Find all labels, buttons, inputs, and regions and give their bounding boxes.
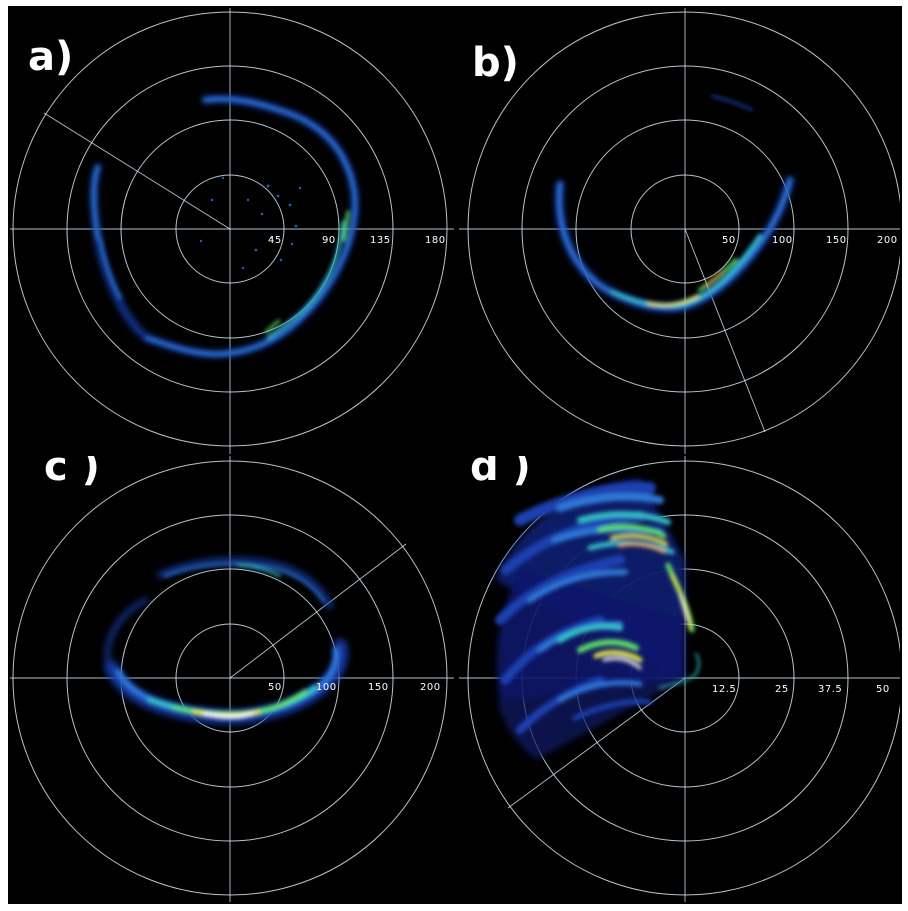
polar-grid-a <box>10 8 454 454</box>
sonar-echo-b <box>555 94 794 312</box>
ring-label-d-4: 50 <box>876 684 890 695</box>
polar-grid-b <box>459 8 900 454</box>
polar-grid-c <box>10 456 454 902</box>
panel-a: 45 90 135 180 a) <box>10 8 454 454</box>
bearing-line-c <box>229 543 407 679</box>
ring-label-b-2: 100 <box>772 235 793 246</box>
panel-b: 50 100 150 200 b) <box>459 8 900 454</box>
ring-label-c-2: 100 <box>316 682 337 693</box>
ring-label-a-3: 135 <box>370 235 391 246</box>
panel-c: 50 100 150 200 c ) <box>10 444 454 902</box>
ring-label-d-3: 37.5 <box>818 684 842 695</box>
ring-label-a-2: 90 <box>322 235 336 246</box>
panel-label-d: d ) <box>470 444 531 490</box>
bearing-line-b <box>684 228 766 433</box>
ring-label-d-2: 25 <box>775 684 789 695</box>
panel-label-c: c ) <box>44 444 100 490</box>
panel-d: 12.5 25 37.5 50 d ) <box>459 444 900 902</box>
ring-labels-b: 50 100 150 200 <box>722 235 898 246</box>
ring-labels-d: 12.5 25 37.5 50 <box>712 684 890 695</box>
ring-label-b-4: 200 <box>877 235 898 246</box>
ring-labels-a: 45 90 135 180 <box>268 235 446 246</box>
sonar-echo-c <box>104 557 348 725</box>
sonar-echo-a <box>90 95 359 358</box>
ring-label-b-3: 150 <box>826 235 847 246</box>
ring-labels-c: 50 100 150 200 <box>268 682 441 693</box>
ring-label-d-1: 12.5 <box>712 684 736 695</box>
ring-label-a-1: 45 <box>268 235 282 246</box>
ring-label-a-4: 180 <box>425 235 446 246</box>
sonar-echo-d <box>495 478 700 760</box>
ring-label-b-1: 50 <box>722 235 736 246</box>
panel-label-a: a) <box>28 34 73 80</box>
bearing-line-a <box>43 112 231 230</box>
bearing-line-d <box>507 677 686 809</box>
panel-label-b: b) <box>472 40 519 86</box>
ring-label-c-4: 200 <box>420 682 441 693</box>
ring-label-c-1: 50 <box>268 682 282 693</box>
ring-label-c-3: 150 <box>368 682 389 693</box>
